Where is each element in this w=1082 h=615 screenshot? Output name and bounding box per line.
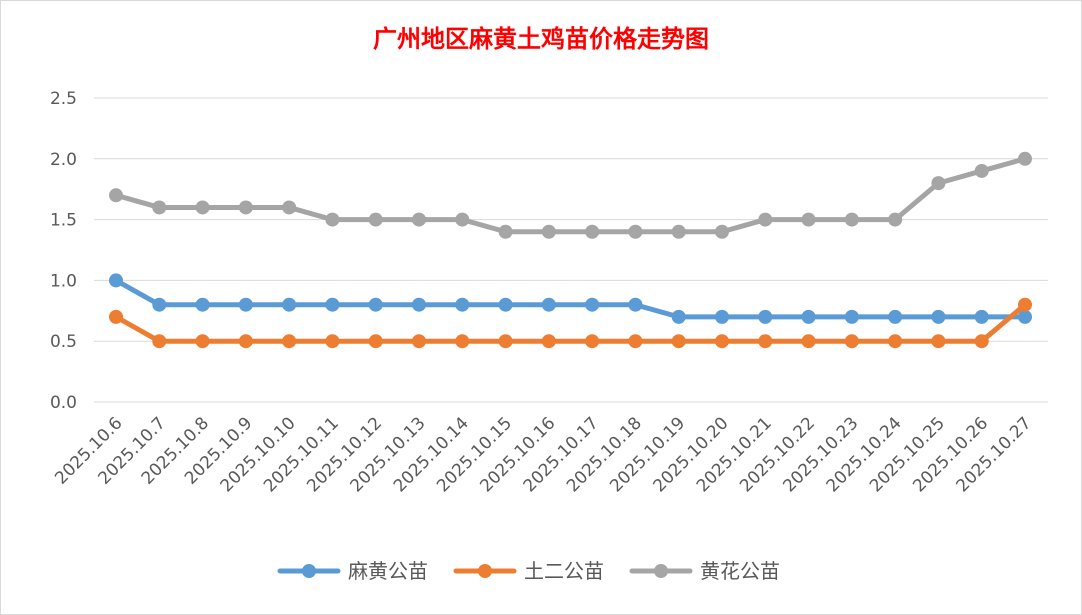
gridlines [94,97,1048,403]
series-line [113,302,1028,344]
data-point [974,163,989,178]
series-3 [109,151,1032,239]
data-point [758,212,773,227]
chart-title: 广州地区麻黄土鸡苗价格走势图 [373,24,709,53]
y-axis-ticks: 0.0 0.5 1.0 1.5 2.0 2.5 [50,89,77,413]
data-point [282,200,297,215]
data-point [628,334,643,349]
data-point [238,297,253,312]
data-point [368,334,383,349]
data-point [455,212,470,227]
data-point [888,212,903,227]
legend-item: 土二公苗 [453,559,604,583]
legend-label: 黄花公苗 [700,559,780,583]
data-point [628,224,643,239]
data-point [1018,309,1032,324]
series-1 [109,273,1032,324]
legend: 麻黄公苗 土二公苗 黄花公苗 [277,559,780,583]
y-tick-label: 2.0 [50,150,77,170]
data-point [412,297,426,312]
legend-marker [654,564,668,578]
y-tick-label: 2.5 [50,89,77,109]
data-point [325,297,340,312]
data-point [888,309,903,324]
data-point [671,224,686,239]
data-point [844,309,859,324]
data-point [541,297,556,312]
series-line [113,277,1028,320]
data-point [1018,151,1032,166]
data-point [195,297,210,312]
data-point [412,212,426,227]
data-point [931,334,946,349]
legend-marker [302,564,316,578]
data-point [412,334,426,349]
legend-item: 麻黄公苗 [277,559,428,583]
y-tick-label: 0.0 [50,393,77,413]
data-point [455,297,470,312]
data-point [974,309,989,324]
data-point [325,212,340,227]
data-point [152,297,167,312]
data-point [238,334,253,349]
data-point [109,309,123,324]
data-point [455,334,470,349]
data-point [238,200,253,215]
data-point [715,224,729,239]
data-point [498,224,513,239]
x-axis-ticks: 2025.10.62025.10.72025.10.82025.10.92025… [51,413,1035,496]
data-point [844,212,859,227]
y-tick-label: 1.0 [50,271,77,291]
series-2 [109,297,1032,349]
data-point [628,297,643,312]
data-point [282,297,297,312]
data-point [801,212,816,227]
data-point [368,297,383,312]
data-point [152,334,167,349]
data-point [498,334,513,349]
data-point [931,309,946,324]
data-point [758,334,773,349]
series-group [109,151,1032,349]
data-point [498,297,513,312]
data-point [931,176,946,191]
legend-item: 黄花公苗 [629,559,780,583]
legend-marker [478,564,492,578]
data-point [195,200,210,215]
data-point [844,334,859,349]
data-point [715,334,729,349]
data-point [109,188,123,203]
data-point [109,273,123,288]
data-point [585,334,600,349]
data-point [1018,297,1032,312]
data-point [152,200,167,215]
data-point [974,334,989,349]
data-point [541,334,556,349]
data-point [801,309,816,324]
data-point [671,334,686,349]
data-point [671,309,686,324]
data-point [325,334,340,349]
data-point [585,297,600,312]
data-point [758,309,773,324]
series-line [113,156,1028,235]
y-tick-label: 0.5 [50,332,77,352]
data-point [368,212,383,227]
data-point [715,309,729,324]
data-point [282,334,297,349]
data-point [195,334,210,349]
data-point [585,224,600,239]
data-point [888,334,903,349]
data-point [801,334,816,349]
legend-label: 土二公苗 [524,559,604,583]
y-tick-label: 1.5 [50,211,77,231]
legend-label: 麻黄公苗 [348,559,428,583]
data-point [541,224,556,239]
